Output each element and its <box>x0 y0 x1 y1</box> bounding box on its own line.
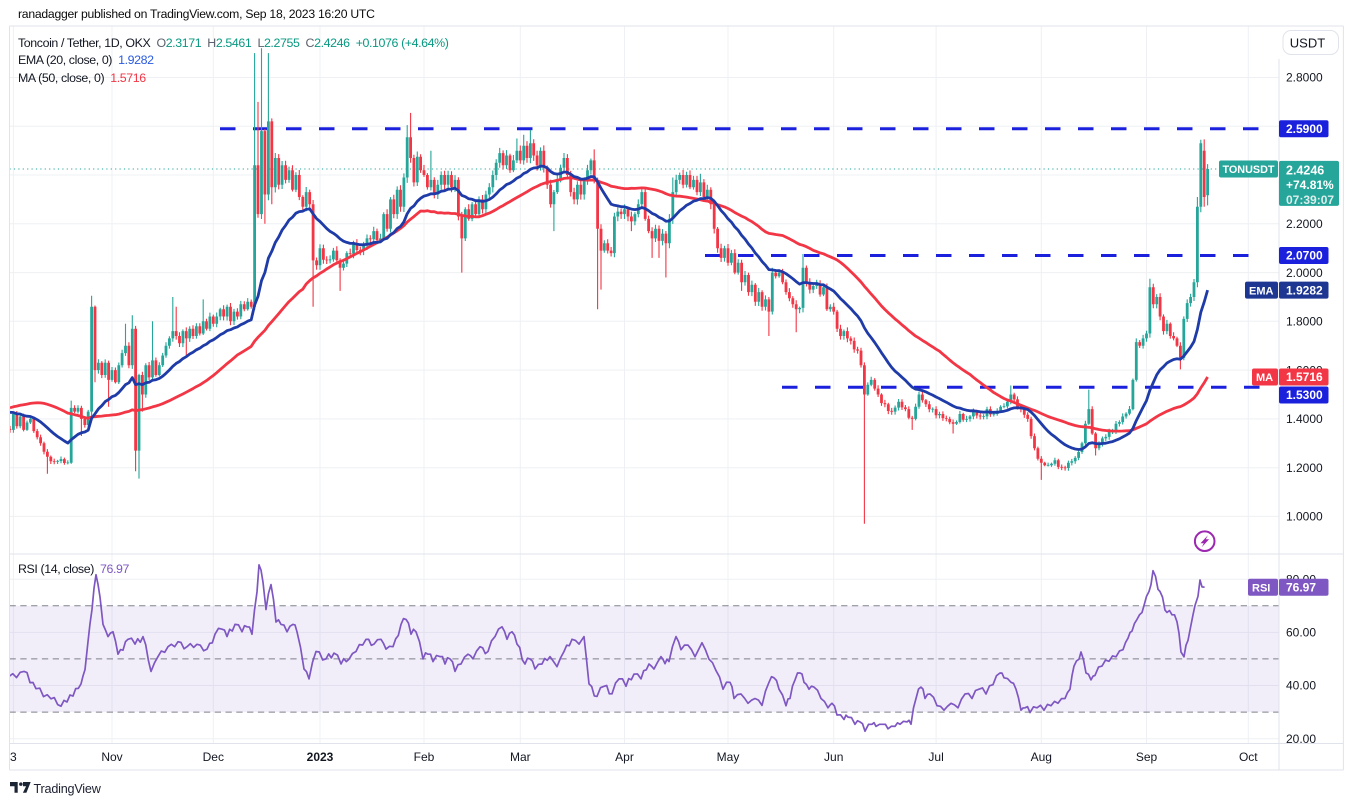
svg-text:1.5300: 1.5300 <box>1286 388 1323 402</box>
svg-text:Nov: Nov <box>101 750 122 764</box>
svg-text:2.8000: 2.8000 <box>1286 71 1323 85</box>
svg-text:RSI: RSI <box>1252 583 1270 595</box>
svg-text:+74.81%: +74.81% <box>1286 178 1334 192</box>
svg-text:2.5900: 2.5900 <box>1286 122 1323 136</box>
svg-text:2.2000: 2.2000 <box>1286 217 1323 231</box>
svg-text:1.8000: 1.8000 <box>1286 315 1323 329</box>
svg-text:TradingView: TradingView <box>33 782 101 796</box>
svg-text:Oct: Oct <box>1239 750 1258 764</box>
svg-text:Feb: Feb <box>414 750 435 764</box>
svg-text:1.0000: 1.0000 <box>1286 510 1323 524</box>
svg-text:May: May <box>717 750 740 764</box>
svg-text:Dec: Dec <box>203 750 224 764</box>
svg-text:1.9282: 1.9282 <box>1286 283 1323 297</box>
svg-text:1.4000: 1.4000 <box>1286 412 1323 426</box>
svg-text:60.00: 60.00 <box>1286 626 1316 640</box>
svg-text:2.0000: 2.0000 <box>1286 266 1323 280</box>
svg-text:TONUSDT: TONUSDT <box>1223 164 1275 176</box>
svg-text:3: 3 <box>10 750 17 764</box>
svg-text:2023: 2023 <box>307 750 334 764</box>
svg-text:Aug: Aug <box>1031 750 1052 764</box>
svg-text:76.97: 76.97 <box>1286 581 1316 595</box>
svg-text:2.0700: 2.0700 <box>1286 249 1323 263</box>
svg-text:EMA: EMA <box>1249 285 1274 297</box>
svg-text:Sep: Sep <box>1136 750 1158 764</box>
svg-text:MA: MA <box>1256 372 1273 384</box>
svg-text:2.4246: 2.4246 <box>1286 164 1324 178</box>
svg-text:07:39:07: 07:39:07 <box>1286 193 1334 207</box>
svg-text:1.2000: 1.2000 <box>1286 461 1323 475</box>
svg-text:Apr: Apr <box>615 750 634 764</box>
svg-text:Jun: Jun <box>824 750 843 764</box>
svg-text:USDT: USDT <box>1290 35 1325 50</box>
svg-text:Jul: Jul <box>928 750 943 764</box>
svg-text:20.00: 20.00 <box>1286 732 1316 746</box>
svg-text:Mar: Mar <box>510 750 531 764</box>
svg-text:1.5716: 1.5716 <box>1286 370 1323 384</box>
svg-text:40.00: 40.00 <box>1286 679 1316 693</box>
